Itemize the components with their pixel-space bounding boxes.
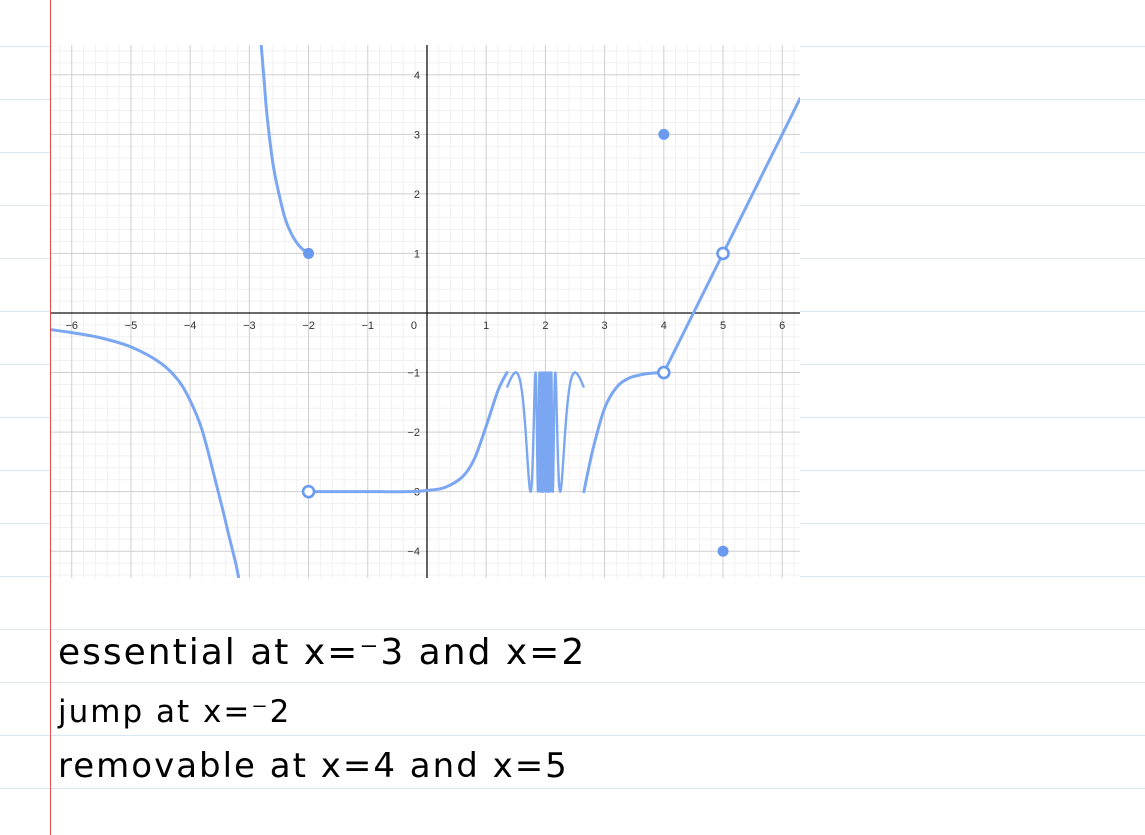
x-tick-label: 5 [720,320,726,332]
ruled-line [0,788,1145,789]
note-jump: jump at x=⁻2 [58,694,292,730]
points [301,128,730,557]
note-essential: essential at x=⁻3 and x=2 [58,632,587,673]
function-curve [51,328,241,578]
margin-line [50,0,51,835]
x-tick-label: −5 [125,320,138,332]
origin-label: 0 [411,320,417,332]
ruled-line [0,682,1145,683]
x-tick-label: −2 [302,320,315,332]
y-tick-label: 1 [414,248,420,260]
y-tick-label: 4 [414,70,420,82]
x-tick-label: −3 [243,320,256,332]
grid [51,45,800,578]
filled-point [717,545,729,557]
oscillation-curve [505,371,586,493]
x-tick-label: 6 [779,320,785,332]
filled-point [658,128,670,140]
x-tick-label: 1 [483,320,489,332]
y-tick-label: −1 [407,368,420,380]
y-tick-label: 2 [414,189,420,201]
y-tick-label: 3 [414,129,420,141]
y-tick-label: −4 [407,546,420,558]
open-point [657,365,671,380]
y-tick-label: −2 [407,427,420,439]
ruled-line [0,629,1145,630]
function-curve [307,371,509,494]
note-removable: removable at x=4 and x=5 [58,746,569,786]
function-curve [582,371,666,494]
curves [51,45,800,578]
x-tick-label: −6 [65,320,78,332]
x-tick-label: 2 [542,320,548,332]
x-tick-label: 3 [602,320,608,332]
x-tick-label: −4 [184,320,197,332]
ruled-line [0,735,1145,736]
filled-point [303,247,315,259]
open-point [301,484,316,499]
x-tick-label: 4 [661,320,667,332]
open-point [716,246,730,261]
x-tick-label: −1 [361,320,374,332]
function-curve [259,45,311,255]
